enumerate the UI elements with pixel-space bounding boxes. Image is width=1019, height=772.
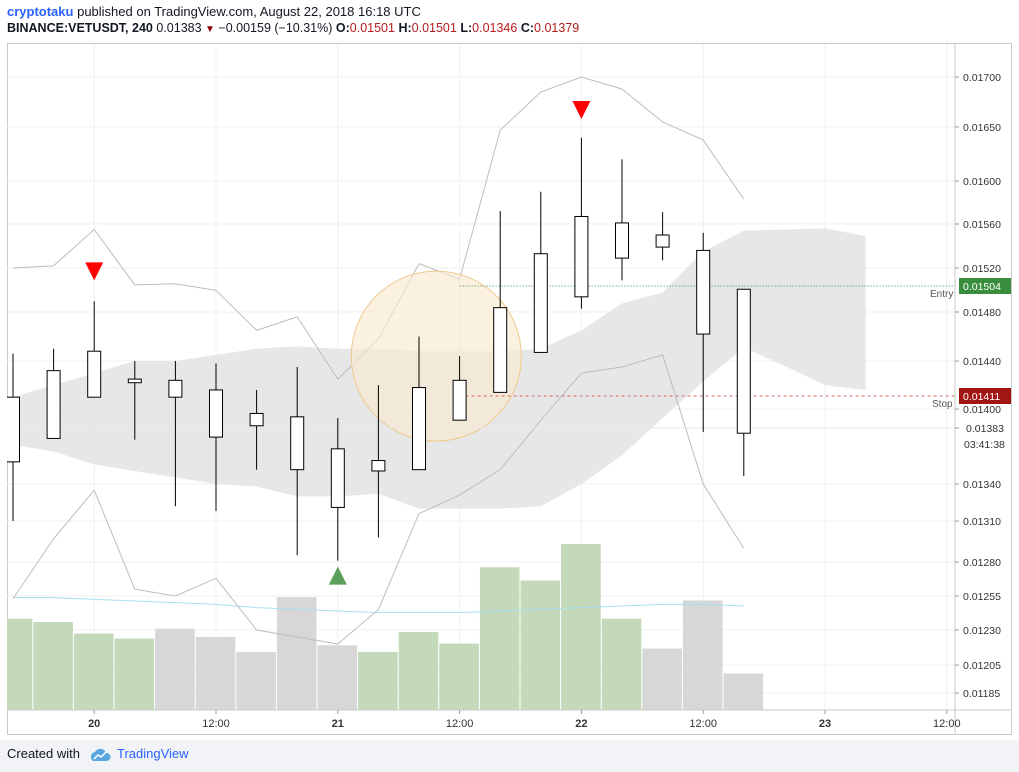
volume-bar <box>601 618 642 710</box>
candle-body <box>168 379 183 398</box>
entry-price-text: 0.01504 <box>963 281 1001 293</box>
y-tick-label: 0.01600 <box>963 176 1001 188</box>
publish-info: cryptotaku published on TradingView.com,… <box>7 4 421 19</box>
open-value: 0.01501 <box>349 21 395 35</box>
tradingview-link[interactable]: TradingView <box>117 746 189 761</box>
y-tick-label: 0.01520 <box>963 263 1001 275</box>
x-tick-label: 12:00 <box>933 718 961 730</box>
low-value: 0.01346 <box>472 21 518 35</box>
countdown-label: 03:41:38 <box>964 439 1005 451</box>
volume-bar <box>439 643 479 710</box>
sell-signal-icon <box>572 101 591 119</box>
candle-body <box>736 288 751 434</box>
candle-body <box>330 448 345 508</box>
y-tick-label: 0.01560 <box>963 219 1001 231</box>
price-change: −0.00159 (−10.31%) <box>218 21 333 35</box>
footer: Created with TradingView <box>0 740 1019 772</box>
y-tick-label: 0.01480 <box>963 307 1001 319</box>
candle-body <box>493 307 508 393</box>
candle-body <box>412 387 426 471</box>
x-tick-label: 21 <box>332 718 344 730</box>
publish-text: published on TradingView.com, August 22,… <box>77 4 421 19</box>
candle-body <box>696 249 711 335</box>
plot-area <box>7 44 955 710</box>
volume-bar <box>114 638 155 710</box>
author-link[interactable]: cryptotaku <box>7 4 74 19</box>
x-tick-label: 23 <box>819 718 831 730</box>
candle-body <box>290 416 305 471</box>
candle-body <box>452 379 467 421</box>
entry-price-badge <box>959 278 1011 294</box>
y-tick-label: 0.01230 <box>963 625 1001 637</box>
x-tick-label: 12:00 <box>689 718 717 730</box>
last-price-label: 0.01383 <box>966 423 1004 435</box>
sell-signal-icon <box>85 262 104 281</box>
y-tick-label: 0.01440 <box>963 356 1001 368</box>
volume-bar <box>7 618 33 710</box>
x-tick-label: 12:00 <box>446 718 474 730</box>
candle-body <box>574 215 589 298</box>
volume-bar <box>520 580 561 710</box>
volume-bar <box>642 648 682 710</box>
close-label: C: <box>520 21 535 35</box>
volume-bar <box>155 628 195 710</box>
candle-body <box>249 412 264 427</box>
tradingview-logo-icon <box>90 748 111 761</box>
volume-bar <box>276 597 317 710</box>
lower-band-line <box>12 354 745 645</box>
down-arrow-icon: ▼ <box>205 24 215 35</box>
volume-bar <box>723 673 764 710</box>
chart-frame <box>7 43 1012 735</box>
low-label: L: <box>460 21 473 35</box>
last-price: 0.01383 <box>156 21 202 35</box>
candle-body <box>371 460 386 472</box>
stop-label: Stop <box>932 399 953 410</box>
created-with-text: Created with <box>7 746 80 761</box>
volume-bar <box>317 645 358 710</box>
candle-body <box>615 222 629 259</box>
high-label: H: <box>398 21 412 35</box>
volume-bar <box>479 567 520 710</box>
y-tick-label: 0.01185 <box>963 688 1000 700</box>
candle-body <box>46 370 61 439</box>
stop-price-badge <box>959 388 1011 404</box>
open-label: O: <box>335 21 350 35</box>
y-tick-label: 0.01280 <box>963 557 1001 569</box>
x-tick-label: 22 <box>575 718 587 730</box>
candle-body <box>127 378 142 384</box>
volume-bar <box>398 631 439 710</box>
buy-signal-icon <box>328 566 347 585</box>
y-tick-label: 0.01700 <box>963 72 1001 84</box>
candle-body <box>7 396 20 463</box>
y-tick-label: 0.01400 <box>963 404 1001 416</box>
candle-body <box>655 234 670 248</box>
candle-body <box>533 253 548 353</box>
volume-bar <box>561 544 601 710</box>
symbol-name: BINANCE:VETUSDT, 240 <box>7 21 153 35</box>
y-tick-label: 0.01255 <box>963 591 1001 603</box>
high-value: 0.01501 <box>411 21 457 35</box>
y-tick-label: 0.01310 <box>963 516 1001 528</box>
volume-bar <box>358 651 398 710</box>
volume-bar <box>236 651 276 710</box>
symbol-legend: BINANCE:VETUSDT, 240 0.01383 ▼ −0.00159 … <box>7 21 579 35</box>
x-tick-label: 12:00 <box>202 718 230 730</box>
volume-bar <box>195 636 236 710</box>
candle-body <box>209 389 223 438</box>
volume-bar <box>682 600 723 710</box>
highlight-circle <box>350 270 522 442</box>
volume-ma-line <box>13 597 744 614</box>
volume-bar <box>33 622 73 710</box>
x-tick-label: 20 <box>88 718 100 730</box>
volume-bar <box>73 633 114 710</box>
y-tick-label: 0.01650 <box>963 122 1001 134</box>
entry-label: Entry <box>930 289 953 300</box>
y-tick-label: 0.01205 <box>963 660 1001 672</box>
stop-price-text: 0.01411 <box>963 391 1000 403</box>
candle-body <box>87 350 102 398</box>
close-value: 0.01379 <box>534 21 580 35</box>
y-tick-label: 0.01340 <box>963 479 1001 491</box>
